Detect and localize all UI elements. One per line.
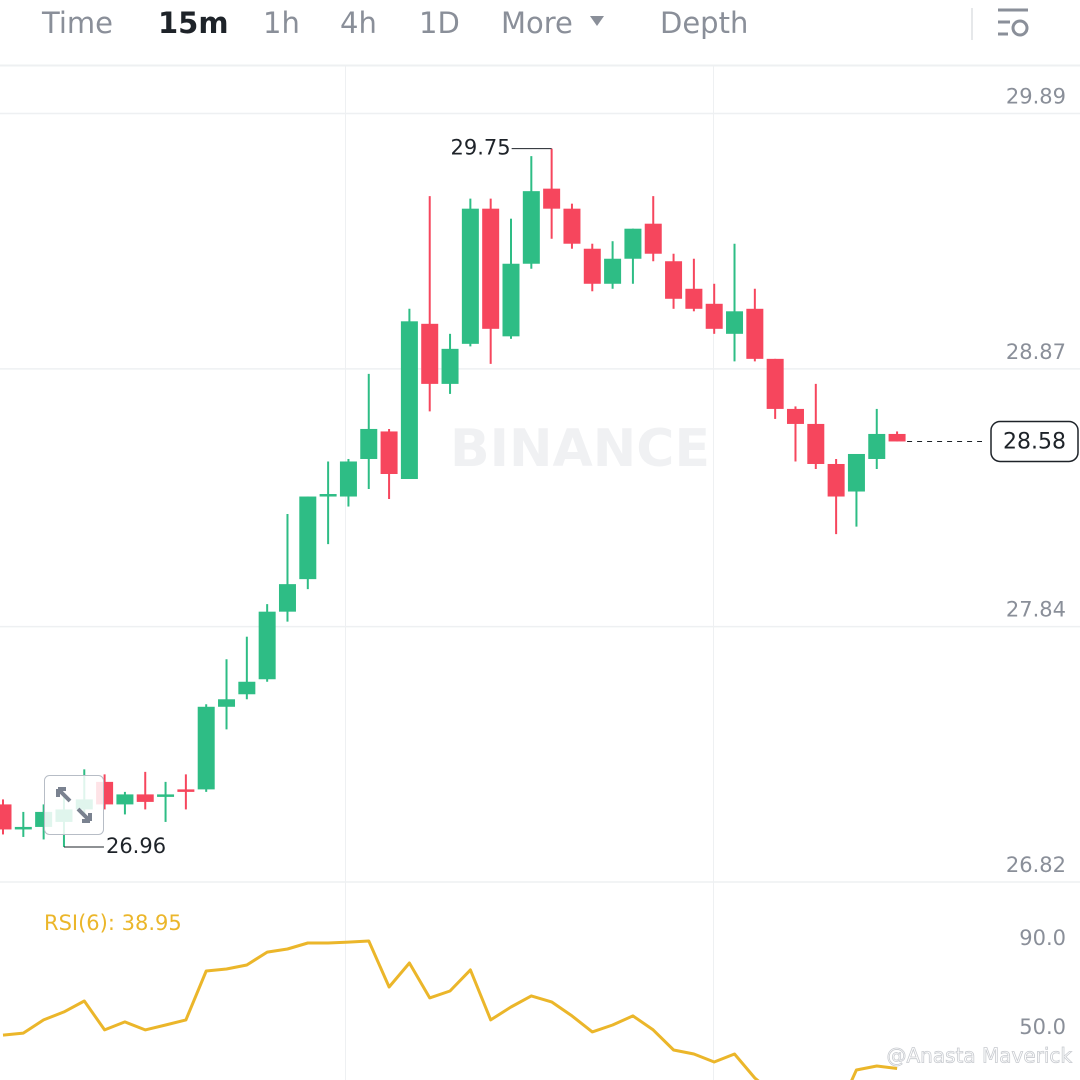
candle-body: [14, 826, 32, 830]
candle-body: [847, 453, 865, 492]
tab-bar: Time 15m 1h 4h 1D More Depth: [41, 6, 748, 40]
candle-body: [726, 311, 744, 334]
candle-body: [461, 208, 479, 344]
credit: @Anasta Maverick: [887, 1044, 1073, 1068]
candle-body: [400, 321, 418, 480]
candle-body: [644, 223, 662, 254]
candle-body: [746, 308, 764, 359]
candle-body: [563, 208, 581, 244]
y-tick-label: 28.87: [1006, 340, 1066, 364]
candle-body: [258, 611, 276, 680]
tab[interactable]: Time: [41, 6, 113, 40]
more-caret[interactable]: [590, 16, 604, 26]
candle-body: [360, 428, 378, 459]
tab[interactable]: 15m: [158, 6, 229, 40]
candle-body: [218, 699, 236, 707]
tab[interactable]: 1h: [263, 6, 300, 40]
candle-body: [157, 794, 175, 797]
settings-icon[interactable]: [998, 8, 1029, 37]
tab[interactable]: 4h: [340, 6, 377, 40]
y-tick-label: 29.89: [1006, 85, 1066, 109]
expand-button[interactable]: [44, 775, 104, 835]
candle-body: [482, 208, 500, 329]
candle-body: [339, 461, 357, 497]
candle-body: [136, 794, 154, 802]
candle-body: [278, 584, 296, 612]
candle-body: [197, 706, 215, 790]
candle-body: [319, 494, 337, 497]
candle-body: [766, 358, 784, 409]
price-box: [990, 420, 1079, 463]
candle-body: [0, 804, 12, 830]
candle-body: [827, 463, 845, 497]
candle-body: [888, 433, 906, 442]
candle-body: [441, 348, 459, 384]
candle-body: [116, 794, 134, 805]
candle-body: [868, 433, 886, 459]
candle-body: [502, 263, 520, 337]
price-label: 28.58: [1003, 429, 1066, 454]
candle-body: [624, 228, 642, 259]
candle-body: [604, 258, 622, 284]
rsi-line: [2, 939, 898, 1080]
tab[interactable]: More: [501, 6, 573, 40]
candle-body: [380, 431, 398, 474]
watermark: BINANCE: [450, 419, 710, 479]
y-tick-label: 50.0: [1019, 1015, 1066, 1039]
candle-body: [705, 303, 723, 329]
y-tick-label: 90.0: [1019, 926, 1066, 950]
candles: [0, 148, 906, 847]
candle-body: [177, 789, 195, 792]
rsi-title: RSI(6): 38.95: [44, 911, 182, 935]
candle-body: [583, 248, 601, 284]
candle-body: [421, 323, 439, 384]
candle-body: [665, 261, 683, 299]
candle-body: [238, 681, 256, 695]
candle-body: [786, 408, 804, 424]
min-label: 26.96: [106, 834, 166, 858]
tab[interactable]: Depth: [660, 6, 748, 40]
candle-body: [807, 423, 825, 464]
candle-chart: 26.82 27.84 28.87 29.89 29.75 26.96 28.58: [0, 85, 1080, 883]
y-tick-label: 27.84: [1006, 598, 1066, 622]
max-label: 29.75: [451, 136, 511, 160]
candle-body: [522, 191, 540, 264]
rsi-chart: 50.0 90.0 RSI(6): 38.95: [2, 911, 1066, 1080]
candle-body: [543, 188, 561, 209]
candle-body: [299, 496, 317, 580]
tab[interactable]: 1D: [419, 6, 460, 40]
candle-body: [685, 288, 703, 309]
y-tick-label: 26.82: [1006, 853, 1066, 877]
